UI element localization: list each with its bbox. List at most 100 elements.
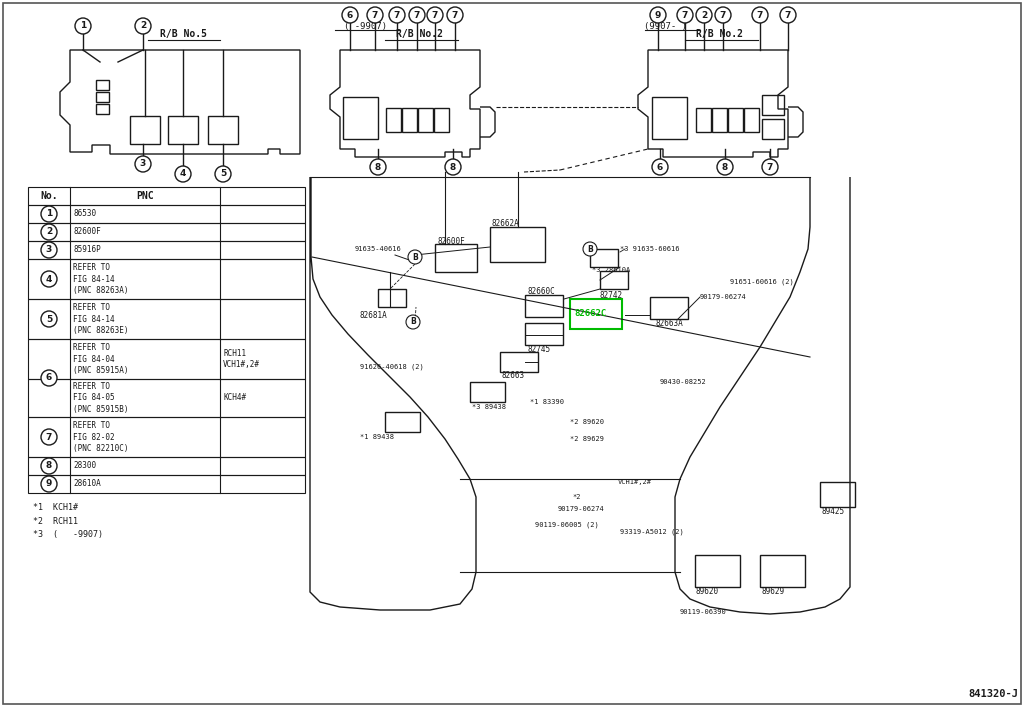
Circle shape bbox=[409, 7, 425, 23]
Text: 90179-06274: 90179-06274 bbox=[700, 294, 746, 300]
Bar bbox=[712, 108, 727, 132]
Text: 86530: 86530 bbox=[73, 209, 96, 218]
Circle shape bbox=[780, 7, 796, 23]
Bar bbox=[435, 244, 477, 272]
Circle shape bbox=[406, 315, 420, 329]
Text: 1: 1 bbox=[80, 21, 86, 30]
Bar bbox=[28, 259, 305, 299]
Circle shape bbox=[175, 166, 191, 182]
Bar bbox=[744, 108, 759, 132]
Text: VCH1#,2#: VCH1#,2# bbox=[618, 479, 652, 485]
Bar bbox=[96, 104, 109, 114]
Text: 82660C: 82660C bbox=[527, 288, 555, 296]
Text: *2  RCH11: *2 RCH11 bbox=[33, 517, 78, 525]
Bar bbox=[762, 119, 784, 139]
Bar bbox=[650, 297, 688, 319]
Text: 89425: 89425 bbox=[822, 508, 845, 517]
Text: 93319-A5012 (2): 93319-A5012 (2) bbox=[620, 529, 684, 535]
Bar bbox=[168, 116, 198, 144]
Circle shape bbox=[215, 166, 231, 182]
Text: REFER TO
FIG 82-02
(PNC 82210C): REFER TO FIG 82-02 (PNC 82210C) bbox=[73, 421, 128, 452]
Text: *3 91635-60616: *3 91635-60616 bbox=[620, 246, 680, 252]
Text: 82663A: 82663A bbox=[655, 318, 683, 327]
Text: 91635-40616: 91635-40616 bbox=[355, 246, 401, 252]
Circle shape bbox=[41, 429, 57, 445]
Bar bbox=[525, 295, 563, 317]
Circle shape bbox=[135, 156, 151, 172]
Text: 91651-60616 (2): 91651-60616 (2) bbox=[730, 279, 794, 285]
Text: 89620: 89620 bbox=[695, 588, 718, 597]
Bar bbox=[500, 352, 538, 372]
Circle shape bbox=[41, 242, 57, 258]
Text: R/B No.5: R/B No.5 bbox=[160, 29, 207, 39]
Text: 82600F: 82600F bbox=[73, 228, 100, 237]
Bar bbox=[696, 108, 711, 132]
Text: ( -9907): ( -9907) bbox=[343, 21, 386, 30]
Text: 7: 7 bbox=[394, 11, 400, 20]
Bar bbox=[402, 108, 417, 132]
Text: 9: 9 bbox=[654, 11, 662, 20]
Text: 3: 3 bbox=[46, 245, 52, 255]
Text: R/B No.2: R/B No.2 bbox=[696, 29, 743, 39]
Bar bbox=[760, 555, 805, 587]
Text: 82600F: 82600F bbox=[437, 237, 465, 245]
Bar bbox=[490, 227, 545, 262]
Text: KCH4#: KCH4# bbox=[223, 394, 246, 402]
Circle shape bbox=[652, 159, 668, 175]
Bar bbox=[418, 108, 433, 132]
Text: B: B bbox=[587, 245, 593, 254]
Circle shape bbox=[717, 159, 733, 175]
Text: REFER TO
FIG 84-04
(PNC 85915A): REFER TO FIG 84-04 (PNC 85915A) bbox=[73, 344, 128, 375]
Bar bbox=[820, 482, 855, 507]
Circle shape bbox=[389, 7, 406, 23]
Circle shape bbox=[762, 159, 778, 175]
Circle shape bbox=[367, 7, 383, 23]
Text: 9: 9 bbox=[46, 479, 52, 489]
Bar bbox=[28, 457, 305, 475]
Text: 85916P: 85916P bbox=[73, 245, 100, 255]
Bar bbox=[570, 299, 622, 329]
Circle shape bbox=[41, 206, 57, 222]
Text: 90119-06390: 90119-06390 bbox=[680, 609, 727, 615]
Bar bbox=[28, 475, 305, 493]
Text: (9907- ): (9907- ) bbox=[643, 21, 686, 30]
Circle shape bbox=[342, 7, 358, 23]
Bar bbox=[695, 555, 740, 587]
Circle shape bbox=[370, 159, 386, 175]
Bar bbox=[28, 299, 305, 339]
Circle shape bbox=[41, 370, 57, 386]
Circle shape bbox=[583, 242, 597, 256]
Text: 7: 7 bbox=[414, 11, 420, 20]
Text: 4: 4 bbox=[46, 274, 52, 284]
Text: 82662C: 82662C bbox=[574, 310, 606, 318]
Text: 4: 4 bbox=[180, 170, 186, 178]
Text: 2: 2 bbox=[46, 228, 52, 237]
Circle shape bbox=[75, 18, 91, 34]
Text: B: B bbox=[411, 317, 416, 327]
Text: 7: 7 bbox=[767, 163, 773, 172]
Text: 7: 7 bbox=[757, 11, 763, 20]
Circle shape bbox=[677, 7, 693, 23]
Text: 82663: 82663 bbox=[502, 371, 525, 380]
Text: 82662A: 82662A bbox=[492, 219, 520, 228]
Circle shape bbox=[41, 224, 57, 240]
Circle shape bbox=[447, 7, 463, 23]
Circle shape bbox=[715, 7, 731, 23]
Bar bbox=[600, 271, 628, 289]
Bar bbox=[28, 241, 305, 259]
Bar bbox=[378, 289, 406, 307]
Text: *3  (   -9907): *3 ( -9907) bbox=[33, 530, 103, 539]
Text: 7: 7 bbox=[46, 433, 52, 441]
Text: 3: 3 bbox=[140, 160, 146, 168]
Circle shape bbox=[696, 7, 712, 23]
Text: *1  KCH1#: *1 KCH1# bbox=[33, 503, 78, 513]
Text: 28610A: 28610A bbox=[73, 479, 100, 489]
Text: *2 89620: *2 89620 bbox=[570, 419, 604, 425]
Text: *1 89438: *1 89438 bbox=[360, 434, 394, 440]
Text: 8: 8 bbox=[375, 163, 381, 172]
Text: 6: 6 bbox=[46, 373, 52, 382]
Text: 7: 7 bbox=[720, 11, 726, 20]
Bar bbox=[28, 187, 305, 205]
Text: *3 89438: *3 89438 bbox=[472, 404, 506, 410]
Text: B: B bbox=[412, 252, 418, 262]
